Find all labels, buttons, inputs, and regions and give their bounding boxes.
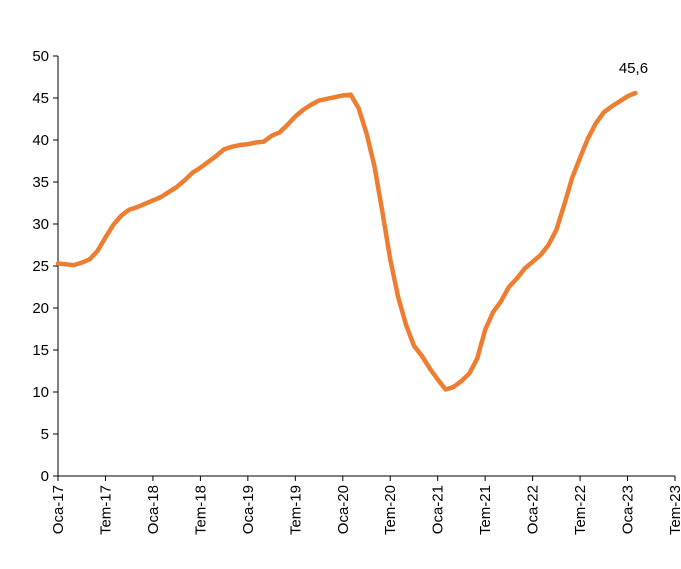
y-tick-label: 45 (32, 90, 49, 107)
x-tick-label: Oca-17 (50, 485, 67, 534)
x-tick-label: Tem-20 (382, 485, 399, 535)
x-tick-label: Oca-18 (145, 485, 162, 534)
y-tick-label: 20 (32, 300, 49, 317)
x-tick-label: Tem-22 (572, 485, 589, 535)
x-tick-label: Tem-18 (192, 485, 209, 535)
y-tick-label: 30 (32, 216, 49, 233)
y-tick-label: 5 (41, 426, 49, 443)
x-tick-label: Oca-22 (525, 485, 542, 534)
y-tick-label: 50 (32, 48, 49, 65)
y-tick-label: 0 (41, 468, 49, 485)
x-tick-label: Oca-19 (240, 485, 257, 534)
y-tick-label: 35 (32, 174, 49, 191)
y-tick-label: 40 (32, 132, 49, 149)
x-tick-label: Oca-21 (430, 485, 447, 534)
series-line (55, 90, 638, 392)
x-tick-label: Tem-17 (97, 485, 114, 535)
y-tick-label: 10 (32, 384, 49, 401)
x-tick-label: Oca-20 (335, 485, 352, 534)
x-tick-label: Oca-23 (620, 485, 637, 534)
x-tick-label: Tem-21 (477, 485, 494, 535)
y-tick-label: 15 (32, 342, 49, 359)
y-tick-label: 25 (32, 258, 49, 275)
x-tick-label: Tem-23 (667, 485, 681, 535)
x-tick-label: Tem-19 (287, 485, 304, 535)
data-label: 45,6 (619, 60, 648, 77)
